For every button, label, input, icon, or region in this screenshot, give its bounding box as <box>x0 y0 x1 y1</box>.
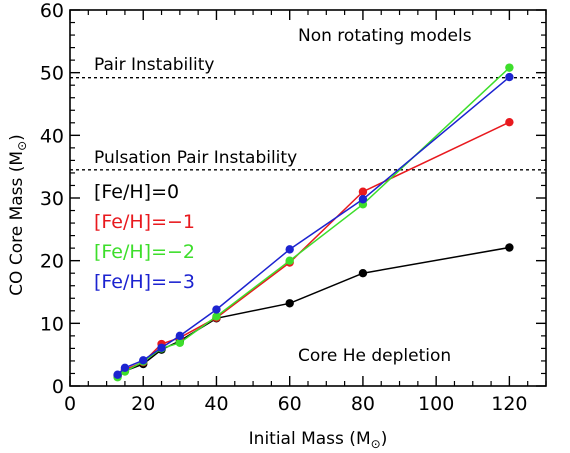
x-tick-label: 40 <box>204 393 228 415</box>
y-tick-label: 20 <box>40 251 64 273</box>
legend-entry-feh-minus-3: [Fe/H]=−3 <box>94 271 195 293</box>
data-point-series-3 <box>285 245 294 254</box>
data-point-series-0 <box>285 299 294 308</box>
data-point-series-0 <box>505 243 514 252</box>
x-tick-label: 60 <box>278 393 302 415</box>
x-tick-label: 0 <box>64 393 76 415</box>
data-point-series-2 <box>175 338 185 347</box>
reference-label-pair-instability: Pair Instability <box>94 55 214 75</box>
annotation-top-right: Non rotating models <box>298 26 472 46</box>
reference-label-pulsation-pair-instability: Pulsation Pair Instability <box>94 148 297 168</box>
data-point-series-3 <box>212 305 221 314</box>
y-tick-label: 40 <box>40 125 64 147</box>
data-point-series-0 <box>358 269 368 278</box>
axis-ticks: 0 20 40 60 80 100 120 0 10 20 30 40 50 60 <box>40 0 547 415</box>
y-tick-label: 0 <box>52 376 64 398</box>
y-tick-label: 10 <box>40 313 64 335</box>
series-lines <box>113 63 514 382</box>
y-tick-label: 60 <box>40 0 64 22</box>
data-point-series-2 <box>285 256 294 265</box>
data-point-series-3 <box>120 363 130 373</box>
x-tick-label: 120 <box>491 393 527 415</box>
data-point-series-1 <box>358 187 368 196</box>
data-point-series-3 <box>358 195 368 204</box>
data-point-series-3 <box>113 370 122 379</box>
data-point-series-3 <box>175 331 185 341</box>
x-axis-title: Initial Mass (M⊙) <box>249 429 388 451</box>
x-tick-label: 20 <box>131 393 155 415</box>
data-point-series-2 <box>505 63 514 72</box>
reference-lines <box>70 76 546 171</box>
y-axis-title: CO Core Mass (M⊙) <box>7 134 29 296</box>
data-point-series-3 <box>139 356 148 365</box>
y-tick-label: 30 <box>40 188 64 210</box>
legend-entry-feh-0: [Fe/H]=0 <box>94 181 179 203</box>
x-tick-label: 100 <box>418 393 454 415</box>
legend-entry-feh-minus-1: [Fe/H]=−1 <box>94 211 195 233</box>
y-tick-label: 50 <box>40 63 64 85</box>
annotation-bottom-right: Core He depletion <box>298 346 451 366</box>
data-point-series-2 <box>212 312 221 321</box>
legend-entry-feh-minus-2: [Fe/H]=−2 <box>94 241 195 263</box>
x-tick-label: 80 <box>351 393 375 415</box>
data-point-series-3 <box>157 343 166 352</box>
data-point-series-3 <box>505 72 514 82</box>
data-point-series-1 <box>505 117 514 127</box>
